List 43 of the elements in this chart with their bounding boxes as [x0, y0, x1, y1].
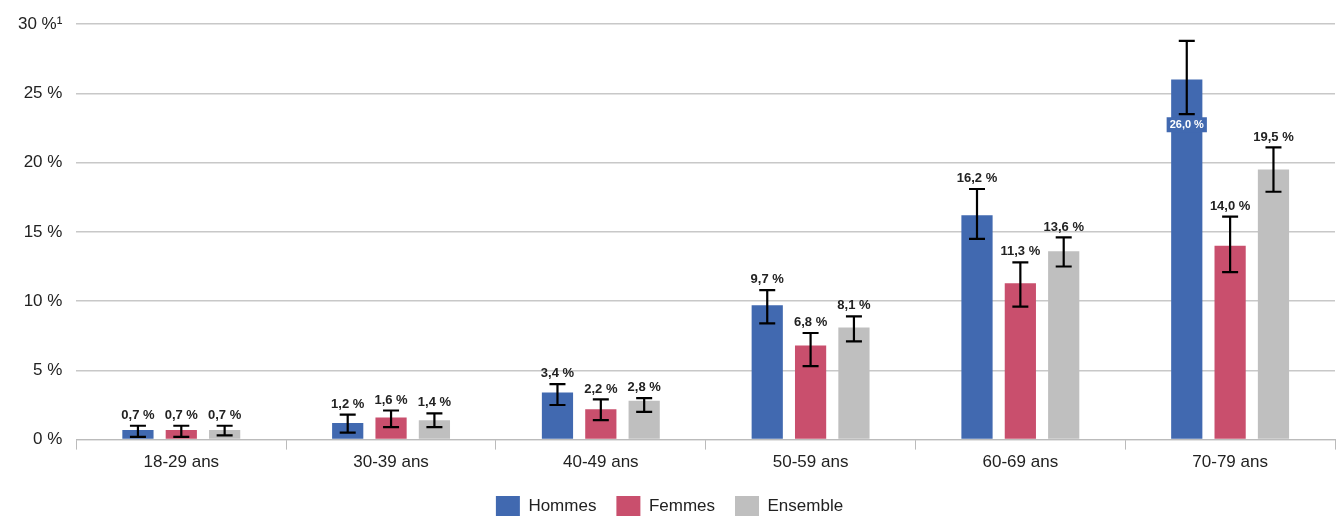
bar [375, 417, 407, 439]
legend-label: Ensemble [767, 495, 844, 515]
data-label: 3,4 % [540, 365, 575, 381]
bar [1214, 245, 1246, 439]
legend-label: Femmes [648, 495, 716, 515]
y-tick-label: 25 % [23, 83, 63, 103]
bar [961, 215, 993, 439]
legend-label: Hommes [528, 495, 597, 515]
x-tick-label: 60-69 ans [982, 452, 1059, 472]
data-label: 1,2 % [331, 395, 365, 411]
data-label: 0,7 % [121, 406, 155, 422]
y-tick-label: 20 % [23, 152, 63, 172]
y-tick-label: 0 % [33, 429, 63, 449]
data-label: 9,7 % [750, 271, 785, 287]
data-label: 19,5 % [1253, 128, 1295, 144]
data-label: 1,6 % [374, 391, 409, 407]
x-tick-label: 50-59 ans [772, 452, 849, 472]
bar [1171, 79, 1203, 439]
bar [751, 305, 783, 439]
bar [1004, 283, 1036, 439]
x-tick-label: 18-29 ans [143, 452, 220, 472]
data-label: 2,8 % [627, 379, 662, 395]
data-label: 8,1 % [837, 297, 871, 313]
y-tick-label: 15 % [23, 221, 63, 241]
y-tick-label: 30 %¹ [17, 13, 63, 33]
x-tick-label: 40-49 ans [563, 452, 639, 472]
bar [585, 409, 617, 439]
data-label: 14,0 % [1209, 197, 1251, 213]
data-label: 0,7 % [208, 406, 242, 422]
data-label: 0,7 % [164, 406, 199, 422]
data-label: 11,3 % [1000, 243, 1041, 259]
bar [794, 345, 827, 439]
data-label: 16,2 % [956, 170, 998, 186]
data-label: 6,8 % [793, 314, 828, 330]
y-tick-label: 10 % [23, 290, 63, 310]
data-label: 1,4 % [417, 394, 452, 410]
x-tick-label: 30-39 ans [353, 452, 429, 472]
x-tick-label: 70-79 ans [1192, 452, 1268, 472]
data-label: 2,2 % [584, 380, 618, 396]
y-tick-label: 5 % [33, 360, 63, 380]
data-label: 26,0 % [1169, 117, 1205, 130]
data-label: 13,6 % [1043, 218, 1085, 234]
bar [541, 392, 574, 439]
